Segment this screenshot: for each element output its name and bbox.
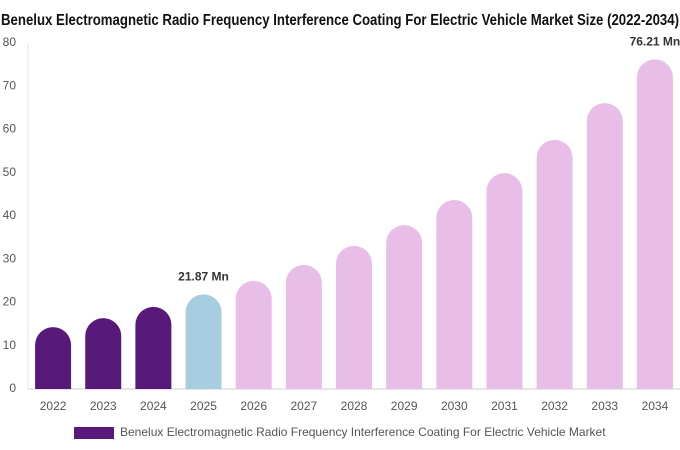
x-tick-label: 2023	[90, 399, 117, 413]
y-tick-label: 40	[3, 208, 17, 222]
bar	[135, 306, 172, 389]
bar	[636, 59, 673, 389]
x-tick-label: 2030	[441, 399, 468, 413]
bar	[386, 225, 423, 389]
y-tick-label: 60	[3, 122, 17, 136]
bar	[35, 327, 72, 389]
x-tick-label: 2022	[40, 399, 67, 413]
value-label: 76.21 Mn	[630, 35, 680, 49]
y-tick-label: 20	[3, 295, 17, 309]
y-tick-label: 30	[3, 251, 17, 265]
legend-label: Benelux Electromagnetic Radio Frequency …	[120, 425, 606, 439]
bar	[235, 280, 272, 389]
chart-title: Benelux Electromagnetic Radio Frequency …	[1, 12, 679, 29]
bar	[185, 294, 222, 389]
x-tick-label: 2032	[541, 399, 568, 413]
x-tick-label: 2034	[642, 399, 669, 413]
bar	[336, 245, 372, 389]
y-tick-label: 50	[3, 165, 17, 179]
x-tick-label: 2031	[491, 399, 518, 413]
bar	[586, 103, 623, 390]
bar	[486, 173, 523, 389]
x-tick-label: 2025	[190, 399, 217, 413]
value-label: 21.87 Mn	[178, 270, 229, 284]
y-tick-label: 80	[3, 35, 17, 49]
x-tick-label: 2029	[391, 399, 418, 413]
bar	[436, 199, 473, 389]
bar	[285, 264, 322, 389]
y-tick-label: 10	[3, 338, 17, 352]
bar	[85, 318, 122, 389]
bar	[536, 139, 573, 389]
legend-swatch	[74, 427, 114, 439]
x-tick-label: 2027	[290, 399, 317, 413]
y-tick-label: 0	[9, 381, 16, 395]
y-tick-label: 70	[3, 78, 17, 92]
x-tick-label: 2024	[140, 399, 167, 413]
x-tick-label: 2028	[341, 399, 368, 413]
x-tick-label: 2026	[240, 399, 267, 413]
x-tick-label: 2033	[591, 399, 618, 413]
